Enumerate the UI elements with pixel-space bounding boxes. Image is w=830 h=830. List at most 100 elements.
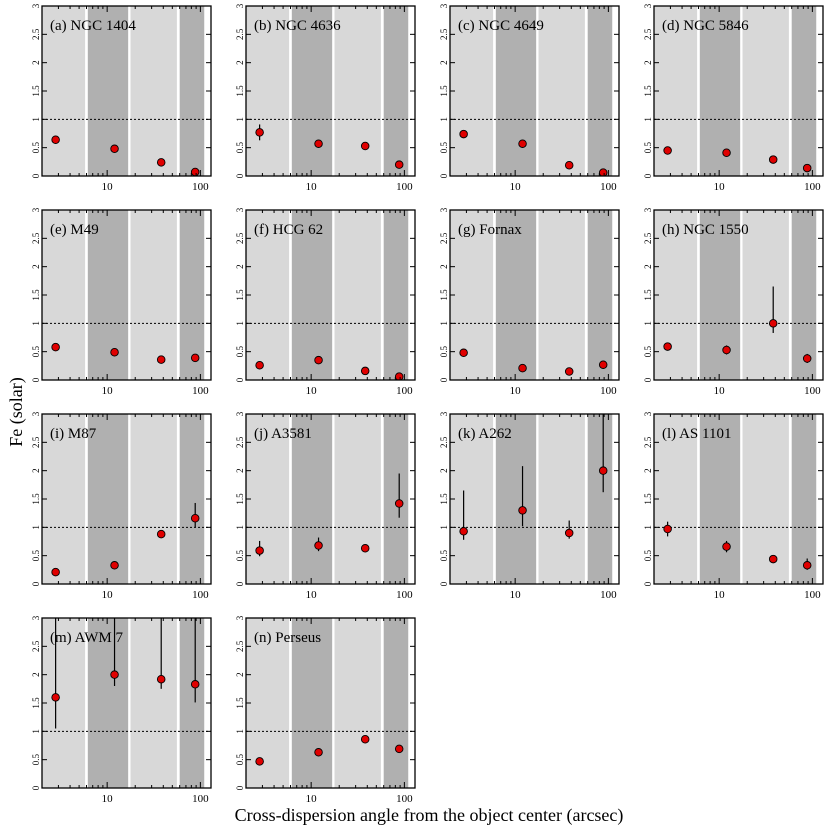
data-point <box>156 529 166 539</box>
x-tick-label: 100 <box>192 181 209 193</box>
y-tick-label: 2.5 <box>643 28 653 40</box>
panel-label: (n) Perseus <box>254 630 321 646</box>
chart-panel: 0 0.5 1 1.5 2 2.5 3 10 100 (c) NGC 4649 <box>439 3 620 193</box>
y-tick-label: 0.5 <box>235 142 245 154</box>
y-tick-label: 3 <box>235 3 245 8</box>
data-point <box>663 146 672 155</box>
data-point <box>190 514 200 523</box>
y-axis-title: Fe (solar) <box>6 377 27 446</box>
y-tick-label: 2.5 <box>31 436 41 448</box>
data-point <box>564 367 574 376</box>
data-point <box>110 670 119 679</box>
y-tick-label: 1 <box>439 117 449 122</box>
plot-area <box>654 6 823 176</box>
y-tick-label: 1.5 <box>439 289 449 301</box>
y-tick-label: 0.5 <box>235 550 245 562</box>
data-point <box>156 158 166 167</box>
y-tick-label: 3 <box>31 411 41 416</box>
panel-label: (b) NGC 4636 <box>254 18 341 34</box>
band-dark <box>87 210 129 380</box>
band-dark <box>791 210 817 380</box>
data-point <box>722 345 731 355</box>
chart-panel: 0 0.5 1 1.5 2 2.5 3 10 100 (h) NGC 1550 <box>643 207 824 397</box>
y-tick-label: 2.5 <box>643 436 653 448</box>
y-tick-label: 0.5 <box>643 346 653 358</box>
data-point <box>802 163 812 173</box>
plot-area <box>654 414 823 584</box>
data-point <box>255 361 264 370</box>
x-tick-label: 10 <box>306 181 318 193</box>
data-point <box>51 135 60 144</box>
y-tick-label: 0 <box>643 581 653 586</box>
y-tick-label: 2 <box>235 60 245 65</box>
y-tick-label: 1 <box>31 729 41 734</box>
y-tick-label: 0 <box>31 173 41 178</box>
y-tick-label: 0 <box>235 785 245 790</box>
band-light <box>538 210 585 380</box>
y-tick-label: 0.5 <box>643 550 653 562</box>
y-tick-label: 3 <box>31 3 41 8</box>
data-point <box>722 542 731 551</box>
band-dark <box>383 618 409 788</box>
band-light <box>450 6 494 176</box>
data-point <box>360 544 370 553</box>
band-dark <box>699 6 741 176</box>
y-tick-label: 1.5 <box>643 493 653 505</box>
x-tick-label: 100 <box>192 589 209 601</box>
band-light <box>654 210 698 380</box>
band-light <box>42 6 86 176</box>
y-tick-label: 1.5 <box>31 697 41 709</box>
y-tick-label: 1 <box>235 321 245 326</box>
x-tick-label: 100 <box>600 589 617 601</box>
panel-label: (g) Fornax <box>458 222 522 238</box>
data-point <box>394 744 404 754</box>
x-tick-label: 100 <box>396 181 413 193</box>
band-dark <box>699 414 741 584</box>
band-dark <box>87 6 129 176</box>
y-tick-label: 1 <box>643 321 653 326</box>
band-light <box>246 414 290 584</box>
band-light <box>130 414 177 584</box>
band-dark <box>383 6 409 176</box>
x-tick-label: 10 <box>306 385 318 397</box>
data-point <box>802 354 812 363</box>
y-tick-label: 0 <box>31 785 41 790</box>
x-tick-label: 10 <box>714 589 726 601</box>
data-point <box>394 372 404 380</box>
panel-label: (a) NGC 1404 <box>50 18 136 34</box>
data-point <box>360 141 370 151</box>
y-tick-label: 0.5 <box>31 142 41 154</box>
y-tick-label: 2 <box>439 60 449 65</box>
y-tick-label: 3 <box>235 207 245 212</box>
data-point <box>518 363 527 373</box>
data-point <box>663 342 672 351</box>
band-dark <box>179 6 205 176</box>
y-tick-label: 1 <box>31 525 41 530</box>
band-light <box>654 414 698 584</box>
y-tick-label: 0 <box>235 173 245 178</box>
band-dark <box>291 6 333 176</box>
panel-label: (i) M87 <box>50 426 97 442</box>
data-point <box>255 546 264 555</box>
chart-panel: 0 0.5 1 1.5 2 2.5 3 10 100 (d) NGC 5846 <box>643 3 824 193</box>
plot-area <box>246 6 415 176</box>
band-dark <box>791 6 817 176</box>
band-light <box>538 414 585 584</box>
x-tick-label: 100 <box>396 385 413 397</box>
band-light <box>450 210 494 380</box>
x-tick-label: 10 <box>102 793 114 805</box>
chart-panel: 0 0.5 1 1.5 2 2.5 3 10 100 (n) Perseus <box>235 615 416 805</box>
y-tick-label: 2.5 <box>235 640 245 652</box>
chart-panel: 0 0.5 1 1.5 2 2.5 3 10 100 (j) A3581 <box>235 411 416 601</box>
band-light <box>130 210 177 380</box>
band-dark <box>587 210 613 380</box>
data-point <box>394 160 404 169</box>
y-tick-label: 0 <box>439 377 449 382</box>
chart-panel: 0 0.5 1 1.5 2 2.5 3 10 100 (k) A262 <box>439 411 620 601</box>
y-tick-label: 2.5 <box>439 436 449 448</box>
y-tick-label: 2.5 <box>235 436 245 448</box>
y-tick-label: 1.5 <box>31 289 41 301</box>
plot-area <box>42 618 211 788</box>
data-point <box>768 155 778 164</box>
y-tick-label: 2 <box>31 468 41 473</box>
